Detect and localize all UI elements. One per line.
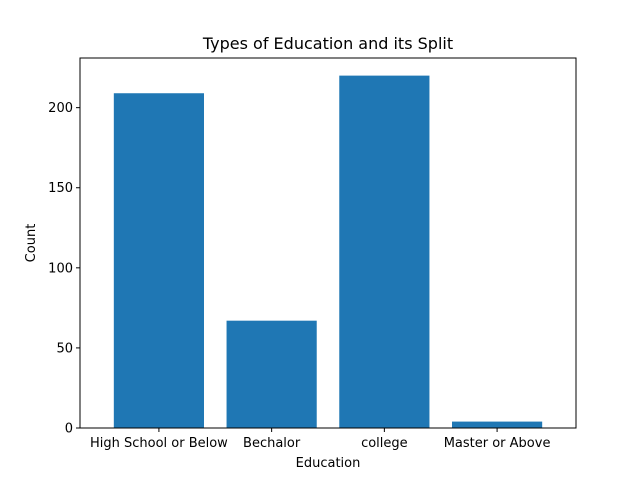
ticks-layer: High School or Below Bechalor college Maste… [48, 101, 550, 451]
y-tick-label: 200 [48, 101, 73, 116]
bars-layer [113, 75, 543, 429]
bar-high-school-or-below [113, 93, 204, 429]
chart-title: Types of Education and its Split [202, 34, 453, 53]
bar-college [339, 75, 430, 429]
x-tick-label: Master or Above [444, 436, 551, 451]
y-axis-label: Count [24, 224, 39, 263]
y-tick-label: 150 [48, 181, 73, 196]
y-tick-label: 100 [48, 261, 73, 276]
x-tick-label: Bechalor [243, 436, 301, 451]
axes-frame [79, 57, 577, 429]
bar-bechalor [226, 320, 317, 428]
y-tick-label: 50 [56, 341, 73, 356]
y-tick-label: 0 [65, 422, 73, 437]
x-tick-label: High School or Below [90, 436, 228, 451]
x-tick-label: college [361, 436, 408, 451]
x-axis-label: Education [296, 456, 361, 471]
bar-master-or-above [452, 421, 543, 428]
